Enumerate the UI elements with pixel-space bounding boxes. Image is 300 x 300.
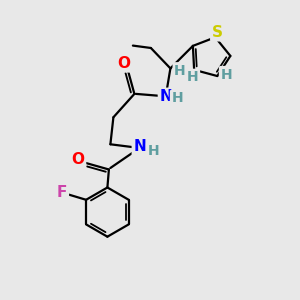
Text: N: N	[160, 89, 172, 104]
Text: H: H	[148, 144, 159, 158]
Text: H: H	[187, 70, 199, 84]
Text: H: H	[174, 64, 186, 78]
Text: F: F	[57, 185, 67, 200]
Text: S: S	[212, 25, 223, 40]
Text: N: N	[134, 140, 146, 154]
Text: H: H	[220, 68, 232, 82]
Text: O: O	[71, 152, 85, 167]
Text: H: H	[172, 92, 183, 105]
Text: O: O	[118, 56, 131, 71]
